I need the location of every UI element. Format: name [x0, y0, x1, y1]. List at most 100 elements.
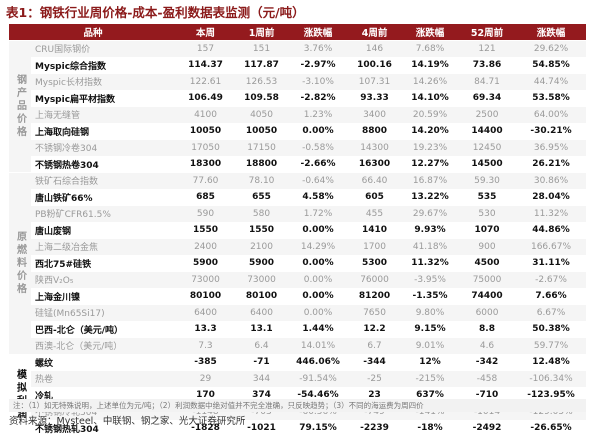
- value-cell: 73000: [234, 271, 290, 289]
- value-cell: 59.30: [458, 172, 517, 190]
- value-cell: -2.66%: [289, 156, 348, 173]
- value-cell: 655: [234, 189, 290, 206]
- value-cell: 77.60: [177, 172, 235, 190]
- product-name: 上海无缝管: [31, 106, 178, 124]
- value-cell: 7.3: [177, 337, 235, 355]
- value-cell: 6000: [458, 304, 517, 322]
- value-cell: 73.86: [458, 57, 517, 74]
- value-cell: -342: [458, 354, 517, 371]
- section-label: 模拟利润: [9, 354, 31, 437]
- product-name: 唐山废钢: [31, 222, 178, 239]
- table-row: 上海金川镍 80100 80100 0.00% 81200 -1.35% 74400 7.66…: [9, 288, 587, 305]
- value-cell: 6.7: [347, 337, 403, 355]
- header-product: 品种: [9, 24, 178, 41]
- value-cell: 1.44%: [289, 321, 348, 338]
- value-cell: 18300: [177, 156, 235, 173]
- section-label: 钢产品价格: [9, 40, 31, 173]
- value-cell: 4050: [234, 106, 290, 124]
- value-cell: 122.61: [177, 73, 235, 91]
- value-cell: 14.26%: [402, 73, 459, 91]
- value-cell: 344: [234, 370, 290, 388]
- value-cell: 4100: [177, 106, 235, 124]
- source-line: 资料来源：Mysteel、中联钢、钢之家、光大证券研究所: [9, 416, 246, 427]
- value-cell: 54.85%: [516, 57, 587, 74]
- value-cell: 10050: [177, 123, 235, 140]
- value-cell: 50.38%: [516, 321, 587, 338]
- value-cell: 446.06%: [289, 354, 348, 371]
- value-cell: 1.72%: [289, 205, 348, 223]
- value-cell: 4500: [458, 255, 517, 272]
- value-cell: 8800: [347, 123, 403, 140]
- value-cell: 8.8: [458, 321, 517, 338]
- value-cell: -0.58%: [289, 139, 348, 157]
- value-cell: 121: [458, 40, 517, 58]
- value-cell: 9.15%: [402, 321, 459, 338]
- value-cell: 5900: [234, 255, 290, 272]
- value-cell: 0.00%: [289, 123, 348, 140]
- value-cell: 75000: [458, 271, 517, 289]
- value-cell: 117.87: [234, 57, 290, 74]
- value-cell: 14.19%: [402, 57, 459, 74]
- product-name: 上海金川镍: [31, 288, 178, 305]
- value-cell: -2492: [458, 420, 517, 437]
- value-cell: 64.00%: [516, 106, 587, 124]
- value-cell: 1700: [347, 238, 403, 256]
- value-cell: 1550: [234, 222, 290, 239]
- value-cell: 114.37: [177, 57, 235, 74]
- table-title: 表1：钢铁行业周价格-成本-盈利数据表监测（元/吨）: [6, 5, 305, 20]
- value-cell: 9.01%: [402, 337, 459, 355]
- value-cell: 4.6: [458, 337, 517, 355]
- header-4w-ago: 4周前: [347, 24, 403, 41]
- header-this-week: 本周: [177, 24, 235, 41]
- value-cell: 109.58: [234, 90, 290, 107]
- product-name: 热卷: [31, 370, 178, 388]
- value-cell: 605: [347, 189, 403, 206]
- value-cell: 1070: [458, 222, 517, 239]
- value-cell: 16.87%: [402, 172, 459, 190]
- value-cell: 14300: [347, 139, 403, 157]
- value-cell: 73000: [177, 271, 235, 289]
- table-row: 西北75#硅铁 5900 5900 0.00% 5300 11.32% 4500 31.11%: [9, 255, 587, 272]
- table-row: 热卷 29 344 -91.54% -25 -215% -458 -106.34%: [9, 370, 587, 388]
- value-cell: 29.62%: [516, 40, 587, 58]
- header-row: 品种 本周 1周前 涨跌幅 4周前 涨跌幅 52周前 涨跌幅: [9, 24, 587, 41]
- value-cell: 14500: [458, 156, 517, 173]
- product-name: Myspic扁平材指数: [31, 90, 178, 107]
- value-cell: 19.23%: [402, 139, 459, 157]
- value-cell: 5900: [177, 255, 235, 272]
- value-cell: 10050: [234, 123, 290, 140]
- value-cell: 41.18%: [402, 238, 459, 256]
- value-cell: -2.97%: [289, 57, 348, 74]
- value-cell: 580: [234, 205, 290, 223]
- product-name: Myspic长材指数: [31, 73, 178, 91]
- value-cell: 14.20%: [402, 123, 459, 140]
- value-cell: 1410: [347, 222, 403, 239]
- value-cell: 2500: [458, 106, 517, 124]
- value-cell: 13.22%: [402, 189, 459, 206]
- header-change-52w: 涨跌幅: [516, 24, 587, 41]
- value-cell: 0.00%: [289, 288, 348, 305]
- value-cell: -458: [458, 370, 517, 388]
- table-row: Myspic扁平材指数 106.49 109.58 -2.82% 93.33 14.10%…: [9, 90, 587, 107]
- value-cell: 9.80%: [402, 304, 459, 322]
- value-cell: 2400: [177, 238, 235, 256]
- value-cell: 9.93%: [402, 222, 459, 239]
- value-cell: 535: [458, 189, 517, 206]
- value-cell: 7.68%: [402, 40, 459, 58]
- value-cell: 106.49: [177, 90, 235, 107]
- header-1w-ago: 1周前: [234, 24, 290, 41]
- value-cell: 5300: [347, 255, 403, 272]
- product-name: Myspic综合指数: [31, 57, 178, 74]
- header-change-1w: 涨跌幅: [289, 24, 348, 41]
- product-name: 西北75#硅铁: [31, 255, 178, 272]
- value-cell: -106.34%: [516, 370, 587, 388]
- value-cell: -71: [234, 354, 290, 371]
- product-name: 唐山铁矿66%: [31, 189, 178, 206]
- product-name: CRU国际钢价: [31, 40, 178, 58]
- table-row: 陕西V₂O₅ 73000 73000 0.00% 76000 -3.95% 75000 -2.…: [9, 271, 587, 289]
- value-cell: -3.95%: [402, 271, 459, 289]
- value-cell: -18%: [402, 420, 459, 437]
- section-label: 原燃料价格: [9, 172, 31, 355]
- value-cell: -3.10%: [289, 73, 348, 91]
- table-row: 不锈钢冷卷304 17050 17150 -0.58% 14300 19.23% 12450…: [9, 139, 587, 157]
